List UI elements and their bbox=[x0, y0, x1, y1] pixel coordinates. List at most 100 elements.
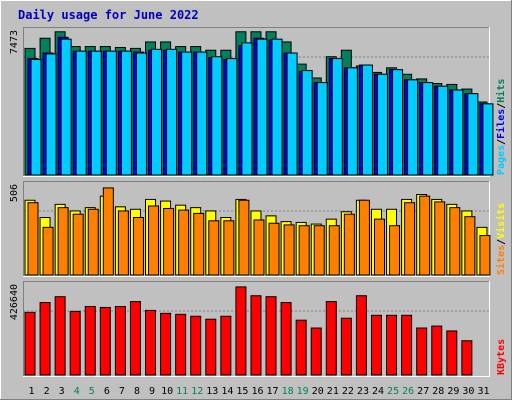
bar-visits-sites-sites-day-30 bbox=[464, 216, 476, 276]
bar-hits-files-pages-pages-day-23 bbox=[361, 64, 373, 176]
bar-hits-files-pages-pages-day-13 bbox=[211, 56, 223, 176]
bar-hits-files-pages-pages-day-16 bbox=[256, 38, 268, 176]
bar-kbytes-kbytes-day-9 bbox=[145, 309, 157, 376]
x-tick-label-day-14: 14 bbox=[221, 386, 233, 397]
bar-visits-sites-sites-day-31 bbox=[479, 235, 491, 276]
bar-hits-files-pages-pages-day-9 bbox=[151, 48, 163, 176]
bar-hits-files-pages-pages-day-30 bbox=[467, 93, 479, 176]
x-tick-label-day-7: 7 bbox=[119, 386, 125, 397]
x-tick-label-day-23: 23 bbox=[357, 386, 369, 397]
bar-kbytes-kbytes-day-6 bbox=[99, 306, 111, 376]
bar-visits-sites-sites-day-24 bbox=[373, 218, 385, 276]
bar-kbytes-kbytes-day-1 bbox=[24, 311, 36, 376]
ylabel-part: / bbox=[496, 103, 507, 109]
bar-hits-files-pages-pages-day-3 bbox=[60, 38, 72, 176]
x-tick-label-day-5: 5 bbox=[89, 386, 95, 397]
ylabel-hits-files-pages: Pages/Files/Hits bbox=[495, 79, 507, 175]
ylabel-kbytes: KBytes bbox=[496, 339, 507, 375]
bar-kbytes-kbytes-day-3 bbox=[54, 296, 66, 376]
bar-visits-sites-sites-day-14 bbox=[223, 220, 235, 276]
bar-kbytes-kbytes-day-29 bbox=[446, 330, 458, 376]
x-tick-label-day-6: 6 bbox=[104, 386, 110, 397]
bar-visits-sites-sites-day-6 bbox=[102, 187, 114, 276]
ylabel-visits-sites: Sites/Visits bbox=[495, 203, 507, 275]
x-tick-label-day-31: 31 bbox=[477, 386, 489, 397]
bar-kbytes-kbytes-day-13 bbox=[205, 318, 217, 376]
bar-kbytes-kbytes-day-17 bbox=[265, 296, 277, 376]
bar-visits-sites-sites-day-2 bbox=[42, 226, 54, 276]
x-tick-label-day-18: 18 bbox=[282, 386, 294, 397]
bar-hits-files-pages-pages-day-7 bbox=[120, 50, 132, 176]
bar-kbytes-kbytes-day-26 bbox=[401, 314, 413, 376]
ylabel-part: Files bbox=[495, 109, 507, 139]
bar-kbytes-kbytes-day-18 bbox=[280, 302, 292, 376]
bar-hits-files-pages-pages-day-26 bbox=[407, 79, 419, 176]
bar-visits-sites-sites-day-25 bbox=[389, 225, 401, 276]
x-tick-label-day-11: 11 bbox=[176, 386, 188, 397]
bar-hits-files-pages-pages-day-6 bbox=[105, 50, 117, 176]
x-tick-label-day-22: 22 bbox=[342, 386, 354, 397]
bar-hits-files-pages-pages-day-27 bbox=[422, 82, 434, 176]
ylabel-part: / bbox=[496, 239, 507, 245]
bar-hits-files-pages-pages-day-11 bbox=[181, 51, 193, 176]
bar-kbytes-kbytes-day-7 bbox=[114, 305, 126, 376]
bar-hits-files-pages-pages-day-20 bbox=[316, 82, 328, 176]
bar-hits-files-pages-pages-day-21 bbox=[331, 58, 343, 176]
bar-hits-files-pages-pages-day-17 bbox=[271, 38, 283, 176]
max-label-hits-files-pages: 7473 bbox=[9, 30, 20, 54]
bar-kbytes-kbytes-day-2 bbox=[39, 302, 51, 376]
ylabel-part: / bbox=[496, 139, 507, 145]
bar-hits-files-pages-pages-day-31 bbox=[482, 103, 494, 176]
bar-visits-sites-sites-day-16 bbox=[253, 219, 265, 276]
ylabel-part: Visits bbox=[495, 203, 507, 239]
bar-visits-sites-sites-day-10 bbox=[163, 207, 175, 276]
ylabel-part: Pages bbox=[496, 145, 507, 175]
bar-visits-sites-sites-day-11 bbox=[178, 209, 190, 276]
x-tick-label-day-4: 4 bbox=[74, 386, 80, 397]
bar-kbytes-kbytes-day-21 bbox=[325, 301, 337, 376]
ylabel-part: Hits bbox=[495, 79, 507, 103]
bar-visits-sites-sites-day-12 bbox=[193, 212, 205, 276]
bar-hits-files-pages-pages-day-1 bbox=[30, 58, 42, 176]
bar-hits-files-pages-pages-day-15 bbox=[241, 42, 253, 176]
x-tick-label-day-25: 25 bbox=[387, 386, 399, 397]
bar-hits-files-pages-pages-day-22 bbox=[346, 67, 358, 176]
bar-kbytes-kbytes-day-11 bbox=[175, 313, 187, 376]
bar-kbytes-kbytes-day-5 bbox=[84, 305, 96, 376]
bar-visits-sites-sites-day-18 bbox=[283, 224, 295, 276]
bar-hits-files-pages-pages-day-14 bbox=[226, 58, 238, 176]
bar-visits-sites-sites-day-1 bbox=[27, 202, 39, 276]
x-tick-label-day-8: 8 bbox=[134, 386, 140, 397]
bar-visits-sites-sites-day-9 bbox=[148, 205, 160, 276]
x-tick-label-day-15: 15 bbox=[236, 386, 248, 397]
bar-hits-files-pages-pages-day-12 bbox=[196, 51, 208, 176]
bar-kbytes-kbytes-day-4 bbox=[69, 310, 81, 376]
bar-visits-sites-sites-day-29 bbox=[449, 207, 461, 276]
bar-hits-files-pages-pages-day-29 bbox=[452, 89, 464, 176]
bar-kbytes-kbytes-day-8 bbox=[129, 301, 141, 376]
bar-kbytes-kbytes-day-28 bbox=[431, 325, 443, 376]
bar-hits-files-pages-pages-day-24 bbox=[376, 73, 388, 176]
x-tick-label-day-19: 19 bbox=[297, 386, 309, 397]
bar-kbytes-kbytes-day-27 bbox=[416, 327, 428, 376]
bar-visits-sites-sites-day-19 bbox=[298, 225, 310, 276]
bar-hits-files-pages-pages-day-10 bbox=[166, 48, 178, 176]
bar-visits-sites-sites-day-13 bbox=[208, 220, 220, 276]
x-tick-label-day-9: 9 bbox=[149, 386, 155, 397]
x-tick-label-day-1: 1 bbox=[29, 386, 35, 397]
bar-hits-files-pages-pages-day-8 bbox=[135, 52, 147, 176]
bar-visits-sites-sites-day-28 bbox=[434, 201, 446, 276]
x-tick-label-day-3: 3 bbox=[59, 386, 65, 397]
x-tick-label-day-21: 21 bbox=[327, 386, 339, 397]
x-tick-label-day-29: 29 bbox=[447, 386, 459, 397]
bar-visits-sites-sites-day-26 bbox=[404, 202, 416, 276]
bar-visits-sites-sites-day-20 bbox=[313, 225, 325, 276]
x-tick-label-day-28: 28 bbox=[432, 386, 444, 397]
bar-kbytes-kbytes-day-14 bbox=[220, 315, 232, 376]
bar-kbytes-kbytes-day-19 bbox=[295, 319, 307, 376]
x-tick-label-day-27: 27 bbox=[417, 386, 429, 397]
bar-visits-sites-sites-day-22 bbox=[343, 213, 355, 276]
x-tick-label-day-30: 30 bbox=[462, 386, 474, 397]
bar-kbytes-kbytes-day-20 bbox=[310, 327, 322, 376]
